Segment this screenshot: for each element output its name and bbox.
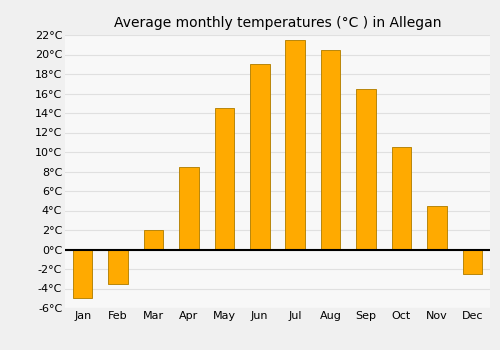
Bar xyxy=(356,89,376,250)
Bar xyxy=(250,64,270,250)
Bar xyxy=(179,167,199,250)
Title: Average monthly temperatures (°C ) in Allegan: Average monthly temperatures (°C ) in Al… xyxy=(114,16,442,30)
Bar xyxy=(73,250,92,298)
Bar xyxy=(321,50,340,250)
Bar xyxy=(108,250,128,284)
Bar xyxy=(286,40,305,250)
Bar xyxy=(214,108,234,250)
Bar xyxy=(462,250,482,274)
Bar xyxy=(427,206,446,250)
Bar xyxy=(144,230,164,250)
Bar xyxy=(392,147,411,250)
